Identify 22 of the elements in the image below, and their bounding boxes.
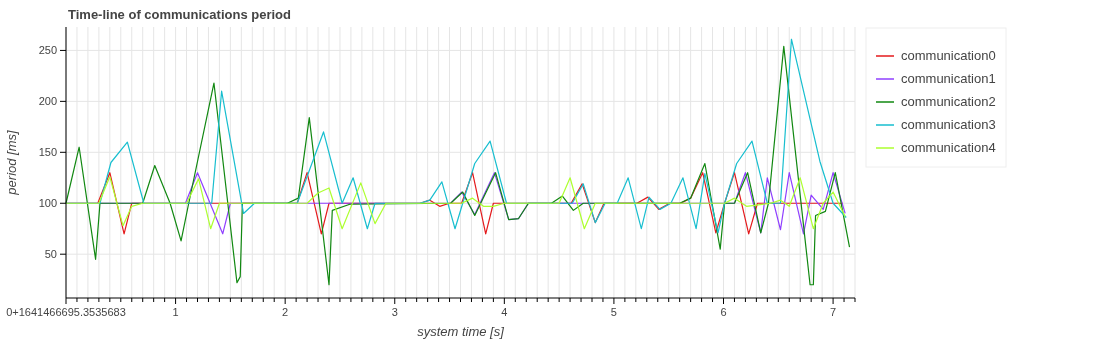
legend-label: communication3 (901, 117, 996, 132)
x-tick-label: 6 (720, 306, 727, 318)
legend-label: communication4 (901, 140, 996, 155)
legend-label: communication2 (901, 94, 996, 109)
x-tick-label: 5 (610, 306, 617, 318)
x-tick-label: 1 (172, 306, 179, 318)
chart-title: Time-line of communications period (68, 7, 292, 22)
x-axis-title: system time [s] (417, 324, 505, 339)
y-tick-label: 50 (44, 248, 57, 261)
x-tick-label: 2 (282, 306, 289, 318)
x-tick-label: 3 (391, 306, 398, 318)
y-tick-label: 100 (38, 197, 57, 210)
y-tick-label: 200 (38, 95, 57, 108)
legend-label: communication1 (901, 71, 996, 86)
x-tick-label: 7 (830, 306, 837, 318)
x-tick-label: 0+1641466695.3535683 (6, 306, 126, 318)
legend-label: communication0 (901, 48, 996, 63)
line-series (65, 45, 851, 286)
y-axis-title: period [ms] (4, 129, 19, 196)
y-tick-label: 250 (38, 44, 57, 57)
y-tick-label: 150 (38, 146, 57, 159)
x-tick-label: 4 (501, 306, 508, 318)
